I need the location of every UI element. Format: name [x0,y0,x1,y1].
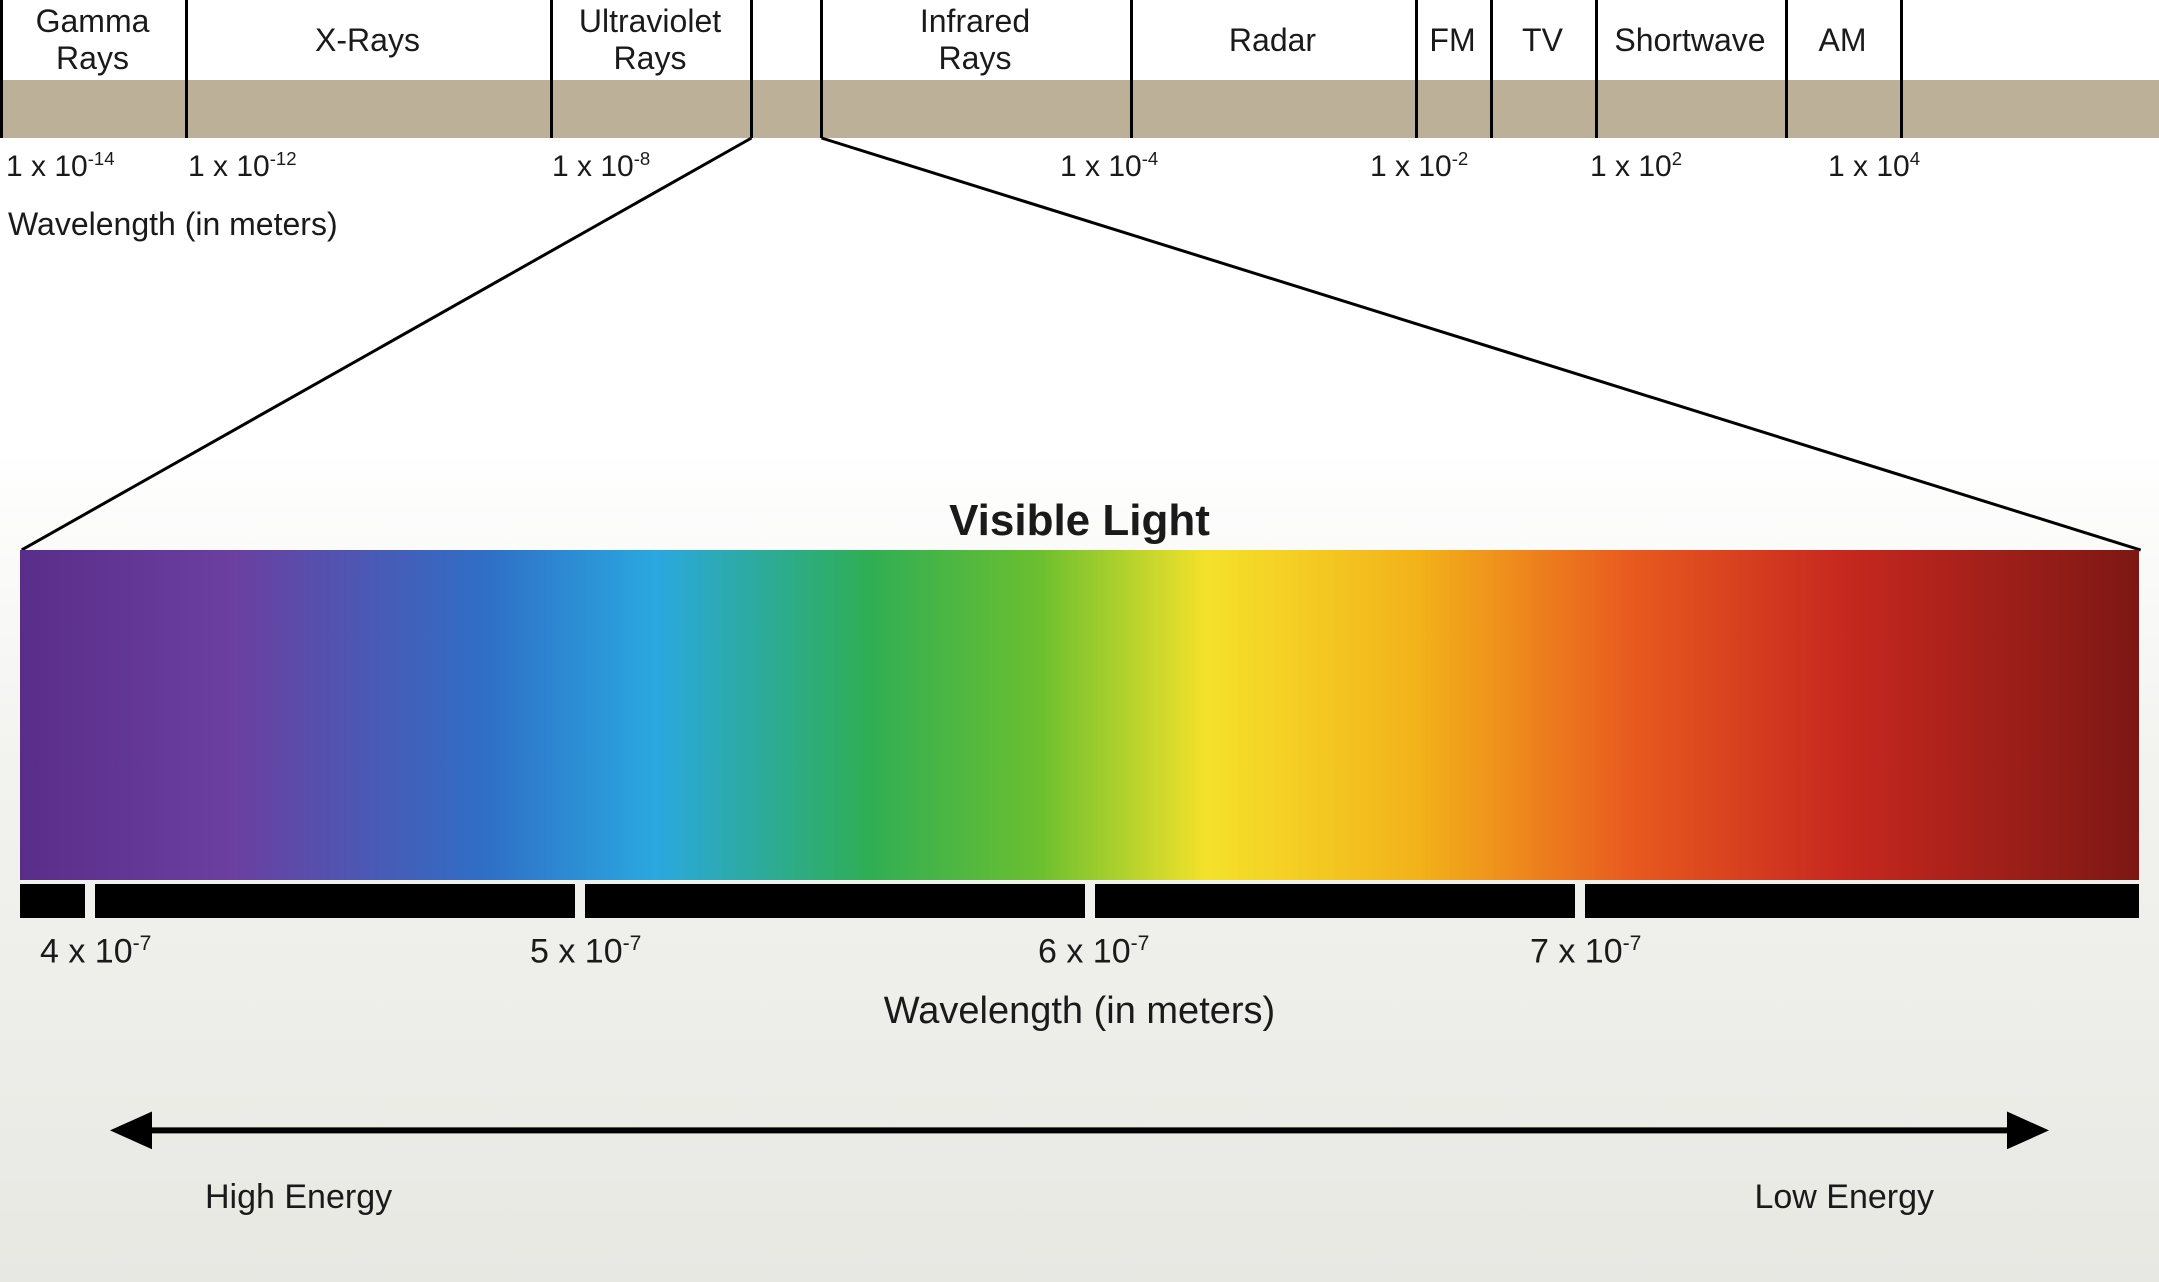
em-wavelength-tick: 1 x 10-8 [552,148,650,184]
em-region-label: Ultraviolet Rays [550,0,750,80]
em-wavelength-tick: 1 x 104 [1828,148,1920,184]
em-wavelength-tick: 1 x 10-12 [188,148,297,184]
em-region-labels: Gamma RaysX-RaysUltraviolet Rays Infrared… [0,0,2159,80]
em-region-label: Gamma Rays [0,0,185,80]
em-divider [550,0,553,138]
high-energy-label: High Energy [205,1178,392,1217]
visible-scale-tick-gap [85,884,95,918]
low-energy-label: Low Energy [1754,1178,1934,1217]
em-region-label: Radar [1130,0,1415,80]
em-divider [1130,0,1133,138]
em-region-label: Infrared Rays [820,0,1130,80]
em-divider [185,0,188,138]
em-region-label: FM [1415,0,1490,80]
visible-wavelength-tick: 5 x 10-7 [530,932,641,971]
visible-wavelength-tick: 4 x 10-7 [40,932,151,971]
visible-scale-tick-gap [1085,884,1095,918]
em-divider [1490,0,1493,138]
visible-light-title: Visible Light [0,496,2159,546]
em-wavelength-tick: 1 x 10-14 [6,148,115,184]
em-region-label: X-Rays [185,0,550,80]
em-wavelength-tick: 1 x 102 [1590,148,1682,184]
em-divider [750,0,753,138]
em-divider [1785,0,1788,138]
em-divider [1900,0,1903,138]
energy-arrow [110,1101,2049,1160]
zoom-line-left [21,137,752,552]
em-region-label: Shortwave [1595,0,1785,80]
em-wavelength-tick: 1 x 10-4 [1060,148,1158,184]
visible-scale-tick-gap [1575,884,1585,918]
em-region-label: TV [1490,0,1595,80]
visible-wavelength-tick: 7 x 10-7 [1530,932,1641,971]
em-region-label: AM [1785,0,1900,80]
em-divider [0,0,3,138]
em-spectrum-band [0,80,2159,138]
visible-scale-tick-gap [575,884,585,918]
em-divider [820,0,823,138]
visible-axis-caption: Wavelength (in meters) [0,990,2159,1033]
em-divider [1415,0,1418,138]
em-divider [1595,0,1598,138]
em-wavelength-tick: 1 x 10-2 [1370,148,1468,184]
visible-wavelength-tick: 6 x 10-7 [1038,932,1149,971]
zoom-line-right [821,137,2141,552]
visible-scale-bar [20,884,2139,918]
em-axis-caption: Wavelength (in meters) [8,206,338,243]
visible-light-band [20,550,2139,880]
spectrum-diagram: Gamma RaysX-RaysUltraviolet Rays Infrared… [0,0,2159,1282]
